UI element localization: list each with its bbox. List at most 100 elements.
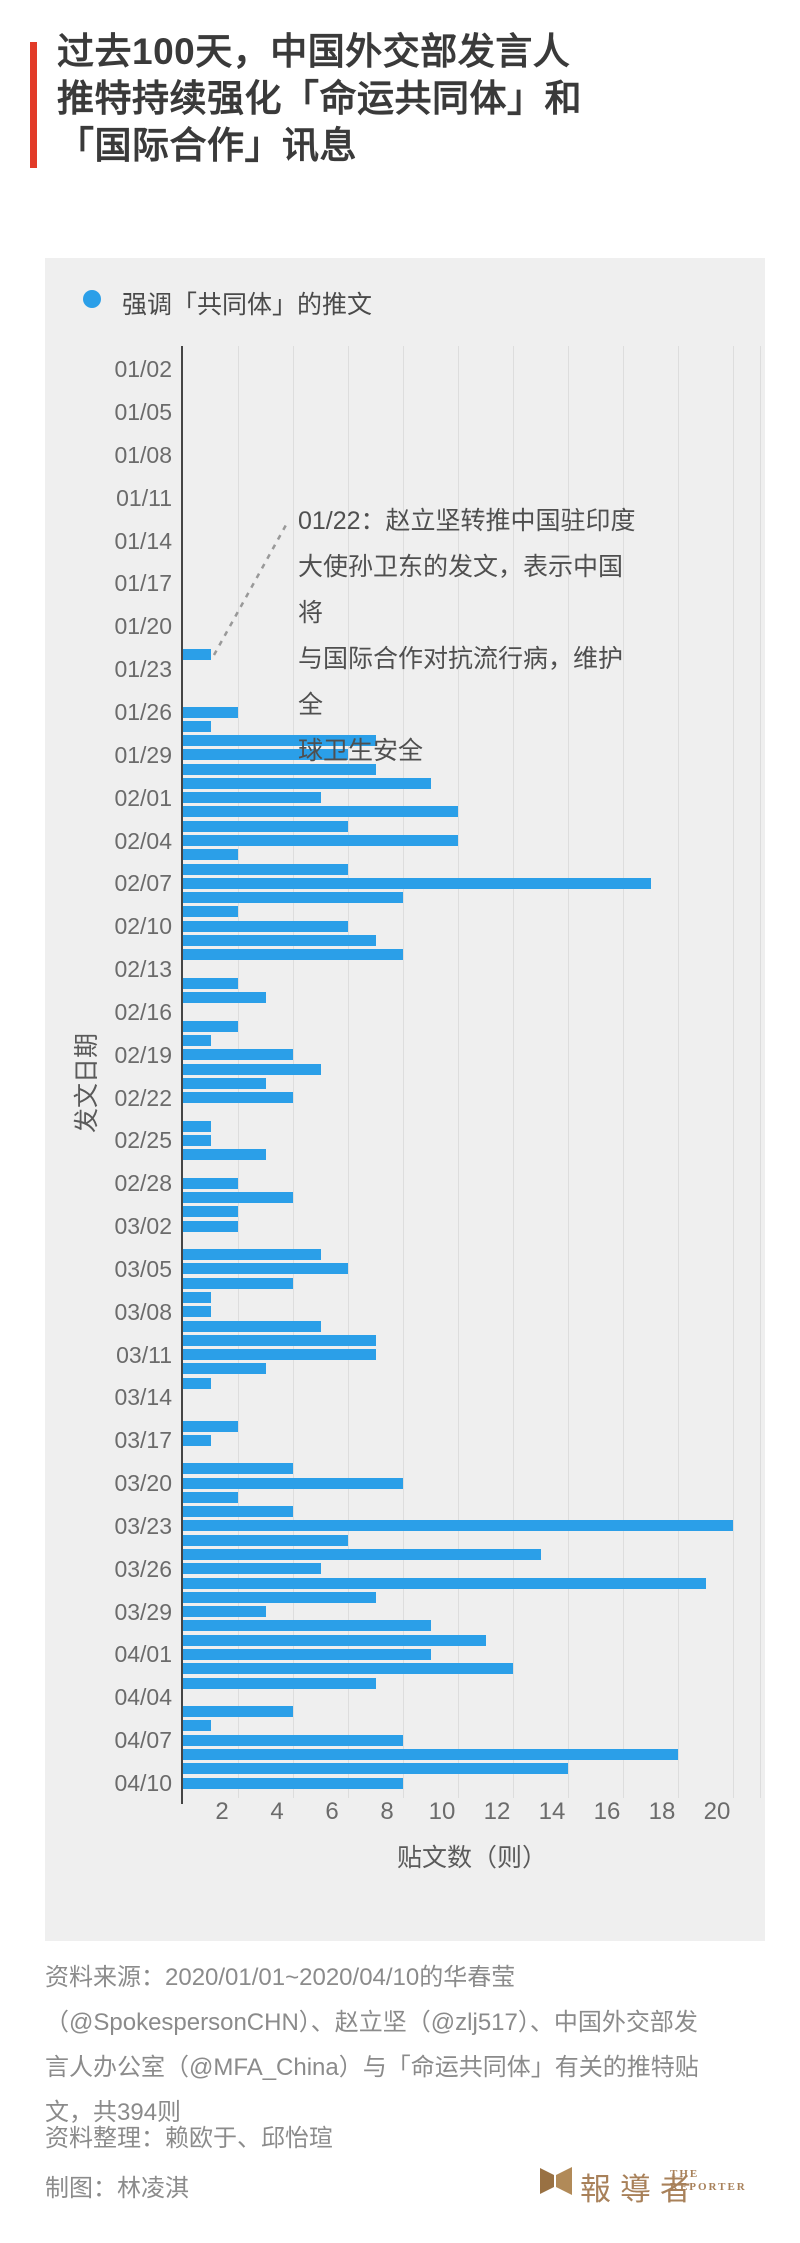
bar-02/29 bbox=[183, 1192, 293, 1204]
bar-03/17 bbox=[183, 1434, 211, 1446]
gridline-x-8 bbox=[402, 346, 404, 1798]
bar-03/12 bbox=[183, 1363, 266, 1375]
bar-02/21 bbox=[183, 1077, 266, 1089]
ytick-02/07: 02/07 bbox=[114, 870, 172, 897]
bar-03/08 bbox=[183, 1306, 211, 1318]
bar-04/01 bbox=[183, 1648, 431, 1660]
ytick-03/05: 03/05 bbox=[114, 1255, 172, 1282]
bar-02/25 bbox=[183, 1134, 211, 1146]
title-accent-bar bbox=[30, 42, 37, 168]
bar-04/07 bbox=[183, 1734, 403, 1746]
ytick-02/16: 02/16 bbox=[114, 998, 172, 1025]
bar-01/28 bbox=[183, 735, 376, 747]
bar-03/11 bbox=[183, 1349, 376, 1361]
xtick-4: 4 bbox=[270, 1798, 284, 1825]
bar-02/11 bbox=[183, 934, 376, 946]
bar-02/24 bbox=[183, 1120, 211, 1132]
xtick-6: 6 bbox=[325, 1798, 339, 1825]
ytick-04/07: 04/07 bbox=[114, 1727, 172, 1754]
bar-02/10 bbox=[183, 920, 348, 932]
ytick-02/13: 02/13 bbox=[114, 956, 172, 983]
bar-02/08 bbox=[183, 892, 403, 904]
reporter-logo-en-text: THE REPORTER bbox=[670, 2168, 747, 2193]
bar-02/03 bbox=[183, 820, 348, 832]
y-axis-title: 发文日期 bbox=[73, 1033, 101, 1134]
plot-right-edge bbox=[760, 346, 761, 1798]
bar-02/18 bbox=[183, 1034, 211, 1046]
ytick-02/04: 02/04 bbox=[114, 827, 172, 854]
ytick-01/05: 01/05 bbox=[114, 399, 172, 426]
bar-01/30 bbox=[183, 763, 376, 775]
bar-03/24 bbox=[183, 1534, 348, 1546]
bar-04/06 bbox=[183, 1720, 211, 1732]
bar-03/25 bbox=[183, 1549, 541, 1561]
ytick-03/29: 03/29 bbox=[114, 1598, 172, 1625]
ytick-03/11: 03/11 bbox=[116, 1341, 172, 1368]
ytick-02/19: 02/19 bbox=[114, 1041, 172, 1068]
ytick-01/14: 01/14 bbox=[114, 527, 172, 554]
bar-02/12 bbox=[183, 949, 403, 961]
bar-02/01 bbox=[183, 792, 321, 804]
bar-04/03 bbox=[183, 1677, 376, 1689]
ytick-02/22: 02/22 bbox=[114, 1084, 172, 1111]
reporter-logo-cjk-text: 報導者 bbox=[580, 2172, 700, 2207]
bar-03/16 bbox=[183, 1420, 238, 1432]
ytick-02/28: 02/28 bbox=[114, 1170, 172, 1197]
xtick-8: 8 bbox=[380, 1798, 394, 1825]
bar-02/04 bbox=[183, 835, 458, 847]
ytick-01/26: 01/26 bbox=[114, 699, 172, 725]
ytick-01/08: 01/08 bbox=[114, 441, 172, 468]
gridline-x-16 bbox=[622, 346, 624, 1798]
bar-01/22 bbox=[183, 649, 211, 661]
bar-03/13 bbox=[183, 1377, 211, 1389]
ytick-03/08: 03/08 bbox=[114, 1298, 172, 1325]
ytick-03/23: 03/23 bbox=[114, 1512, 172, 1539]
bar-03/27 bbox=[183, 1577, 706, 1589]
ytick-01/29: 01/29 bbox=[114, 741, 172, 768]
bar-03/04 bbox=[183, 1249, 321, 1261]
bar-02/02 bbox=[183, 806, 458, 818]
bar-03/20 bbox=[183, 1477, 403, 1489]
bar-03/09 bbox=[183, 1320, 321, 1332]
gridline-x-12 bbox=[512, 346, 514, 1798]
ytick-01/02: 01/02 bbox=[114, 356, 172, 383]
bar-01/26 bbox=[183, 706, 238, 718]
bar-04/08 bbox=[183, 1748, 678, 1760]
ytick-01/23: 01/23 bbox=[114, 656, 172, 683]
bar-03/10 bbox=[183, 1334, 376, 1346]
ytick-03/14: 03/14 bbox=[114, 1384, 172, 1411]
ytick-03/17: 03/17 bbox=[114, 1427, 172, 1454]
xtick-16: 16 bbox=[593, 1798, 621, 1825]
annotation-connector-line bbox=[212, 524, 288, 656]
xtick-20: 20 bbox=[703, 1798, 731, 1825]
ytick-03/02: 03/02 bbox=[114, 1213, 172, 1240]
x-axis-title: 贴文数（则） bbox=[396, 1844, 547, 1872]
chart-panel bbox=[45, 258, 765, 1941]
bar-02/14 bbox=[183, 977, 238, 989]
graphic-credit: 制图：林凌淇 bbox=[45, 2175, 189, 2202]
gridline-x-20 bbox=[732, 346, 734, 1798]
bar-03/23 bbox=[183, 1520, 733, 1532]
bar-04/10 bbox=[183, 1777, 403, 1789]
gridline-x-18 bbox=[677, 346, 679, 1798]
ytick-03/20: 03/20 bbox=[114, 1470, 172, 1497]
xtick-12: 12 bbox=[483, 1798, 511, 1825]
bar-04/09 bbox=[183, 1763, 568, 1775]
bar-03/07 bbox=[183, 1291, 211, 1303]
bar-02/17 bbox=[183, 1020, 238, 1032]
reporter-logo-icon bbox=[540, 2167, 572, 2195]
bar-03/31 bbox=[183, 1634, 486, 1646]
gridline-x-10 bbox=[457, 346, 459, 1798]
ytick-01/20: 01/20 bbox=[114, 613, 172, 640]
bar-02/22 bbox=[183, 1092, 293, 1104]
bar-03/05 bbox=[183, 1263, 348, 1275]
bar-03/29 bbox=[183, 1606, 266, 1618]
xtick-14: 14 bbox=[538, 1798, 566, 1825]
legend-label: 强调「共同体」的推文 bbox=[122, 291, 373, 319]
ytick-01/17: 01/17 bbox=[114, 570, 172, 597]
bar-03/06 bbox=[183, 1277, 293, 1289]
ytick-01/11: 01/11 bbox=[116, 484, 172, 511]
bar-02/05 bbox=[183, 849, 238, 861]
data-credit: 资料整理：赖欧于、邱怡瑄 bbox=[45, 2125, 333, 2152]
bar-04/05 bbox=[183, 1706, 293, 1718]
